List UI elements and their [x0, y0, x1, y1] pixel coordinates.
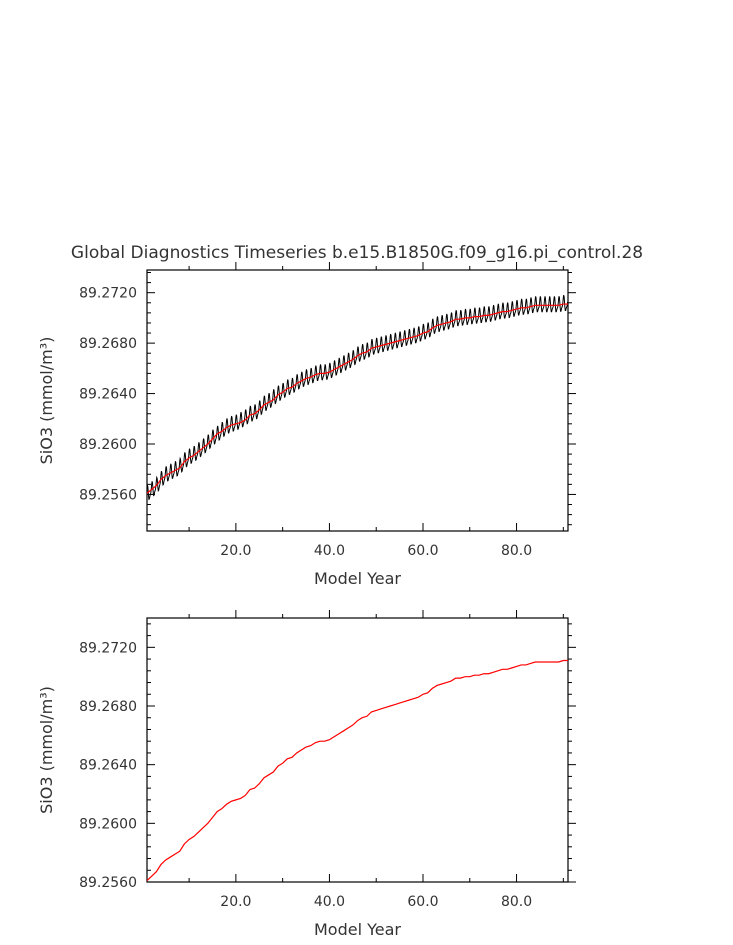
y-tick-label: 89.2640	[79, 387, 137, 403]
series-line-monthly	[146, 294, 569, 501]
x-axis-title: Model Year	[314, 569, 401, 588]
chart-title: Global Diagnostics Timeseries b.e15.B185…	[71, 243, 643, 263]
x-tick-label: 60.0	[407, 543, 438, 559]
y-tick-label: 89.2640	[79, 758, 137, 774]
y-tick-label: 89.2720	[79, 286, 137, 302]
y-tick-label: 89.2600	[79, 437, 137, 453]
panel-bottom: 20.0 40.0 60.0 80.0 89.2560 89.2600 89.2640 89.…	[37, 610, 576, 939]
y-tick-label: 89.2720	[79, 640, 137, 656]
y-axis-title: SiO3 (mmol/m³)	[37, 686, 56, 814]
x-tick-label: 20.0	[220, 543, 251, 559]
plot-frame	[146, 269, 569, 532]
panel-top: 20.0 40.0 60.0 80.0 89.2560 89.2600 89.2640 89.…	[37, 262, 576, 588]
x-axis-title: Model Year	[314, 920, 401, 939]
x-tick-label: 80.0	[501, 543, 532, 559]
x-tick-label: 40.0	[314, 543, 345, 559]
y-axis-title: SiO3 (mmol/m³)	[37, 337, 56, 465]
x-tick-label: 20.0	[220, 894, 251, 910]
y-tick-label: 89.2680	[79, 699, 137, 715]
x-tick-label: 60.0	[407, 894, 438, 910]
y-tick-label: 89.2560	[79, 487, 137, 503]
series-line-annual	[146, 303, 568, 494]
x-tick-label: 40.0	[314, 894, 345, 910]
y-tick-label: 89.2600	[79, 816, 137, 832]
x-tick-label: 80.0	[501, 894, 532, 910]
y-tick-label: 89.2560	[79, 875, 137, 891]
y-tick-label: 89.2680	[79, 336, 137, 352]
plot-frame	[146, 617, 569, 883]
series-line-annual	[146, 659, 568, 881]
